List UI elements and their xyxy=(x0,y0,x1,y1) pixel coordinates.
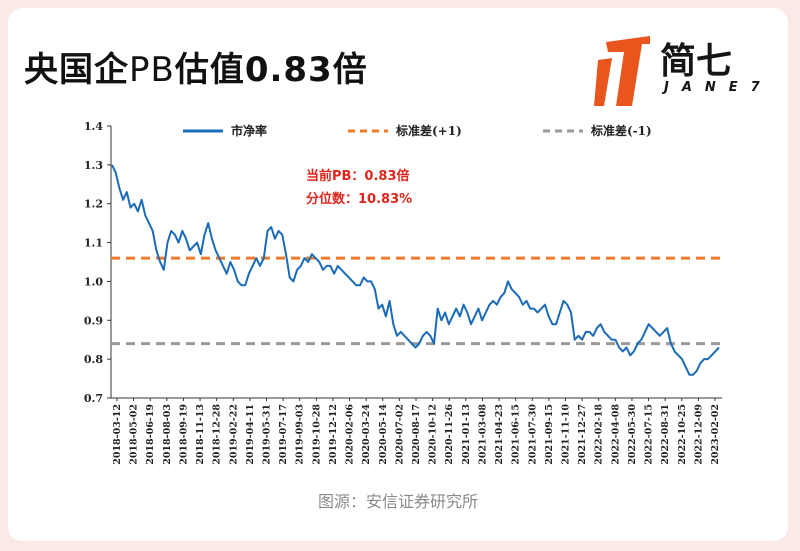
x-tick-label: 2021-04-23 xyxy=(494,404,505,465)
x-tick-label: 2022-07-15 xyxy=(644,404,655,465)
x-tick-label: 2020-03-24 xyxy=(361,404,372,465)
y-tick-label: 1.1 xyxy=(84,237,103,250)
x-tick-label: 2020-02-06 xyxy=(345,404,356,465)
x-tick-label: 2019-07-17 xyxy=(278,404,289,465)
brand-logo-cn: 简七 xyxy=(660,41,733,82)
x-tick-label: 2019-09-03 xyxy=(295,404,306,465)
x-tick-label: 2019-10-28 xyxy=(311,404,322,465)
x-tick-label: 2021-09-15 xyxy=(544,404,555,465)
x-tick-label: 2021-06-15 xyxy=(511,404,522,465)
x-tick-label: 2019-05-31 xyxy=(262,404,273,465)
x-tick-label: 2022-04-08 xyxy=(610,404,621,465)
x-tick-label: 2021-12-27 xyxy=(577,404,588,465)
y-tick-label: 0.9 xyxy=(84,314,103,327)
x-tick-label: 2018-03-12 xyxy=(112,404,123,465)
x-tick-label: 2022-10-25 xyxy=(677,404,688,465)
y-tick-label: 0.8 xyxy=(84,353,103,366)
x-tick-label: 2018-08-03 xyxy=(162,404,173,465)
x-tick-label: 2021-01-13 xyxy=(461,404,472,465)
x-tick-label: 2018-12-28 xyxy=(212,404,223,465)
brand-logo: 简七 JANE7 xyxy=(594,30,784,110)
page-title: 央国企PB估值0.83倍 xyxy=(24,42,368,91)
title-pb: PB xyxy=(129,50,175,90)
legend-pb-label: 市净率 xyxy=(231,123,267,138)
x-tick-label: 2018-11-13 xyxy=(195,404,206,465)
annotation-2: 分位数：10.83% xyxy=(306,191,412,207)
source-note: 图源：安信证券研究所 xyxy=(317,492,478,511)
x-tick-label: 2023-02-02 xyxy=(710,404,721,465)
x-tick-label: 2020-10-12 xyxy=(428,404,439,465)
x-tick-label: 2019-04-11 xyxy=(245,404,256,465)
x-tick-label: 2020-11-26 xyxy=(444,404,455,465)
legend-plus-sd-label: 标准差(+1) xyxy=(395,123,462,138)
title-prefix: 央国企 xyxy=(24,50,129,90)
x-tick-label: 2019-12-12 xyxy=(328,404,339,465)
x-tick-label: 2020-07-02 xyxy=(394,404,405,465)
y-tick-label: 1.4 xyxy=(84,120,103,133)
x-tick-label: 2022-12-09 xyxy=(693,404,704,465)
x-tick-label: 2018-09-19 xyxy=(178,404,189,465)
x-tick-label: 2021-11-10 xyxy=(561,404,572,465)
x-tick-label: 2018-06-19 xyxy=(145,404,156,465)
x-tick-label: 2022-08-31 xyxy=(660,404,671,465)
pb-series-line xyxy=(111,164,720,376)
brand-logo-en: JANE7 xyxy=(664,80,773,95)
y-tick-label: 1.2 xyxy=(84,198,103,211)
x-tick-label: 2022-02-18 xyxy=(594,404,605,465)
legend-minus-sd-label: 标准差(-1) xyxy=(590,123,652,138)
brand-logo-mark-icon xyxy=(594,36,650,106)
x-tick-label: 2021-07-30 xyxy=(527,404,538,465)
x-tick-label: 2022-05-30 xyxy=(627,404,638,465)
chart-card: 央国企PB估值0.83倍 简七 JANE7 图源：安信证券研究所 xyxy=(8,8,788,541)
x-tick-label: 2020-08-17 xyxy=(411,404,422,465)
x-tick-label: 2019-02-22 xyxy=(228,404,239,465)
annotation-1: 当前PB：0.83倍 xyxy=(306,168,410,184)
x-tick-label: 2020-05-14 xyxy=(378,404,389,465)
y-tick-label: 1.3 xyxy=(84,159,103,172)
title-suffix: 估值0.83倍 xyxy=(174,50,368,90)
y-tick-label: 1.0 xyxy=(84,275,103,288)
x-tick-label: 2018-05-02 xyxy=(129,404,140,465)
y-tick-label: 0.7 xyxy=(84,392,103,405)
x-tick-label: 2021-03-08 xyxy=(477,404,488,465)
